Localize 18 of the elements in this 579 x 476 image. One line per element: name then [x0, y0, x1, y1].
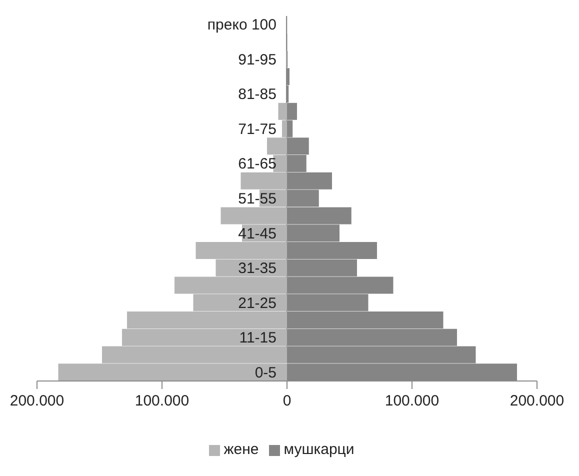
legend-label: жене	[224, 441, 259, 458]
y-tick-label: преко 100	[207, 16, 276, 34]
y-tick-label: 21-25	[238, 294, 276, 312]
legend-label: мушкарци	[284, 441, 354, 458]
y-tick-label: 91-95	[238, 51, 276, 68]
y-tick-label: 81-85	[238, 86, 276, 104]
y-tick-label: 11-15	[239, 330, 276, 347]
x-tick-label: 100.000	[384, 392, 440, 410]
x-tick-label: 200.000	[510, 392, 564, 410]
x-tick-label: 100.000	[134, 392, 190, 410]
y-tick-label: 51-55	[238, 190, 276, 208]
y-tick-label: 0-5	[254, 364, 276, 382]
y-tick-label: 61-65	[238, 156, 276, 173]
x-tick-label: 0	[282, 392, 292, 410]
x-tick-label: 200.000	[10, 392, 64, 410]
y-tick-label: 41-45	[238, 225, 276, 242]
y-tick-label: 71-75	[238, 120, 276, 138]
y-tick-label: 31-35	[238, 260, 276, 278]
